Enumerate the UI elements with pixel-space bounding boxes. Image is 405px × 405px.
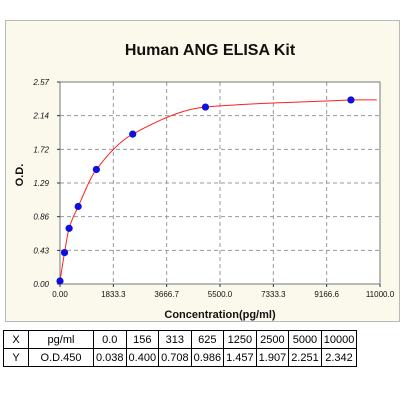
table-unit-cell: O.D.450 (28, 348, 94, 367)
x-tick-label: 5500.0 (208, 290, 233, 299)
table-cell: 0.986 (190, 348, 225, 367)
table-cell: 5000 (288, 330, 322, 349)
x-tick-label: 0.00 (52, 290, 68, 299)
fit-curve (59, 99, 377, 282)
data-point (56, 277, 64, 285)
table-cell: 625 (190, 330, 225, 349)
y-tick-label: 0.43 (33, 246, 49, 255)
chart-title: Human ANG ELISA Kit (125, 42, 296, 59)
data-point (60, 248, 69, 257)
data-point (65, 224, 73, 232)
table-cell: 1.457 (223, 348, 257, 367)
y-tick-label: 0.86 (33, 213, 49, 222)
y-tick-label: 2.14 (32, 112, 49, 121)
table-cell: 0.038 (93, 348, 127, 367)
y-tick-label: 2.57 (32, 78, 49, 87)
table-cell: 2.251 (288, 348, 322, 367)
x-tick-label: 7333.3 (261, 290, 286, 299)
table-cell: 0.400 (125, 348, 160, 367)
table-cell: 1250 (223, 330, 257, 349)
y-tick-label: 1.72 (33, 145, 49, 154)
table-cell: 2500 (255, 330, 290, 349)
y-tick-label: 0.00 (33, 280, 49, 289)
table-cell: 0.708 (158, 348, 192, 367)
y-axis-label: O.D. (14, 164, 26, 187)
table-cell: 1.907 (255, 348, 290, 367)
table-cell: 313 (158, 330, 192, 349)
table-unit-cell: pg/ml (28, 330, 94, 349)
table-cell: 10000 (320, 330, 358, 349)
data-point (347, 96, 355, 104)
table-cell: 0.0 (93, 330, 127, 349)
x-tick-label: 3666.7 (154, 290, 179, 299)
table-cell: 2.342 (320, 348, 358, 367)
data-point (129, 130, 137, 138)
table-cell: 156 (125, 330, 160, 349)
table-row: Y O.D.450 0.038 0.400 0.708 0.986 1.457 1.907 2.… (3, 348, 358, 367)
data-point (92, 165, 100, 174)
data-point (201, 103, 210, 111)
chart: Human ANG ELISA Kit 0.00 0.43 0.86 1.29 1.72 2… (14, 42, 395, 321)
table-axis-cell: X (3, 330, 29, 349)
y-tick-label: 1.29 (33, 179, 49, 188)
x-tick-label: 9166.6 (314, 290, 339, 299)
data-point (74, 202, 82, 211)
table-axis-cell: Y (3, 348, 29, 367)
x-tick-label: 1833.3 (101, 290, 126, 299)
x-axis-label: Concentration(pg/ml) (164, 309, 276, 321)
x-tick-label: 11000.0 (366, 290, 395, 299)
